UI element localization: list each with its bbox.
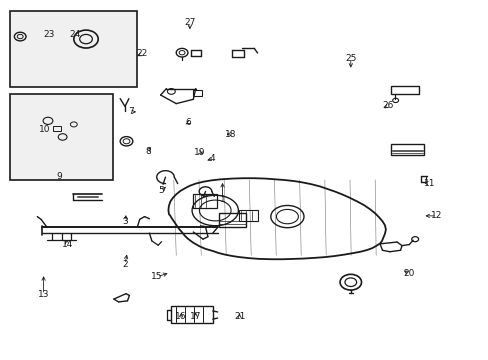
Bar: [10, 94, 113, 180]
Text: 14: 14: [62, 240, 74, 249]
Text: 7: 7: [128, 107, 134, 116]
Bar: [238, 210, 258, 221]
Bar: [10, 12, 137, 87]
Text: 20: 20: [403, 269, 414, 278]
Text: 2: 2: [122, 260, 127, 269]
Text: 6: 6: [185, 118, 191, 127]
Text: 26: 26: [382, 101, 393, 110]
Text: 18: 18: [224, 130, 236, 139]
Bar: [390, 144, 423, 155]
Text: 19: 19: [194, 148, 205, 157]
Text: 9: 9: [56, 172, 62, 181]
Text: 11: 11: [423, 179, 435, 188]
Text: 8: 8: [145, 147, 150, 156]
Bar: [171, 306, 212, 323]
Text: 13: 13: [38, 290, 49, 299]
Text: 22: 22: [136, 49, 147, 58]
Text: 12: 12: [430, 211, 442, 220]
Text: 21: 21: [233, 312, 245, 321]
Text: 1: 1: [219, 195, 225, 204]
Bar: [390, 86, 418, 94]
Text: 16: 16: [175, 312, 186, 321]
Bar: [193, 90, 202, 96]
Text: 4: 4: [209, 154, 215, 163]
Bar: [219, 213, 245, 226]
Text: 23: 23: [44, 30, 55, 39]
Text: 24: 24: [69, 30, 80, 39]
Bar: [53, 126, 61, 131]
Text: 10: 10: [39, 125, 50, 134]
Text: 17: 17: [190, 312, 201, 321]
Text: 27: 27: [184, 18, 195, 27]
Bar: [193, 194, 216, 208]
Text: 3: 3: [122, 217, 128, 226]
Text: 5: 5: [159, 186, 164, 195]
Text: 15: 15: [151, 272, 162, 281]
Text: 25: 25: [345, 54, 356, 63]
